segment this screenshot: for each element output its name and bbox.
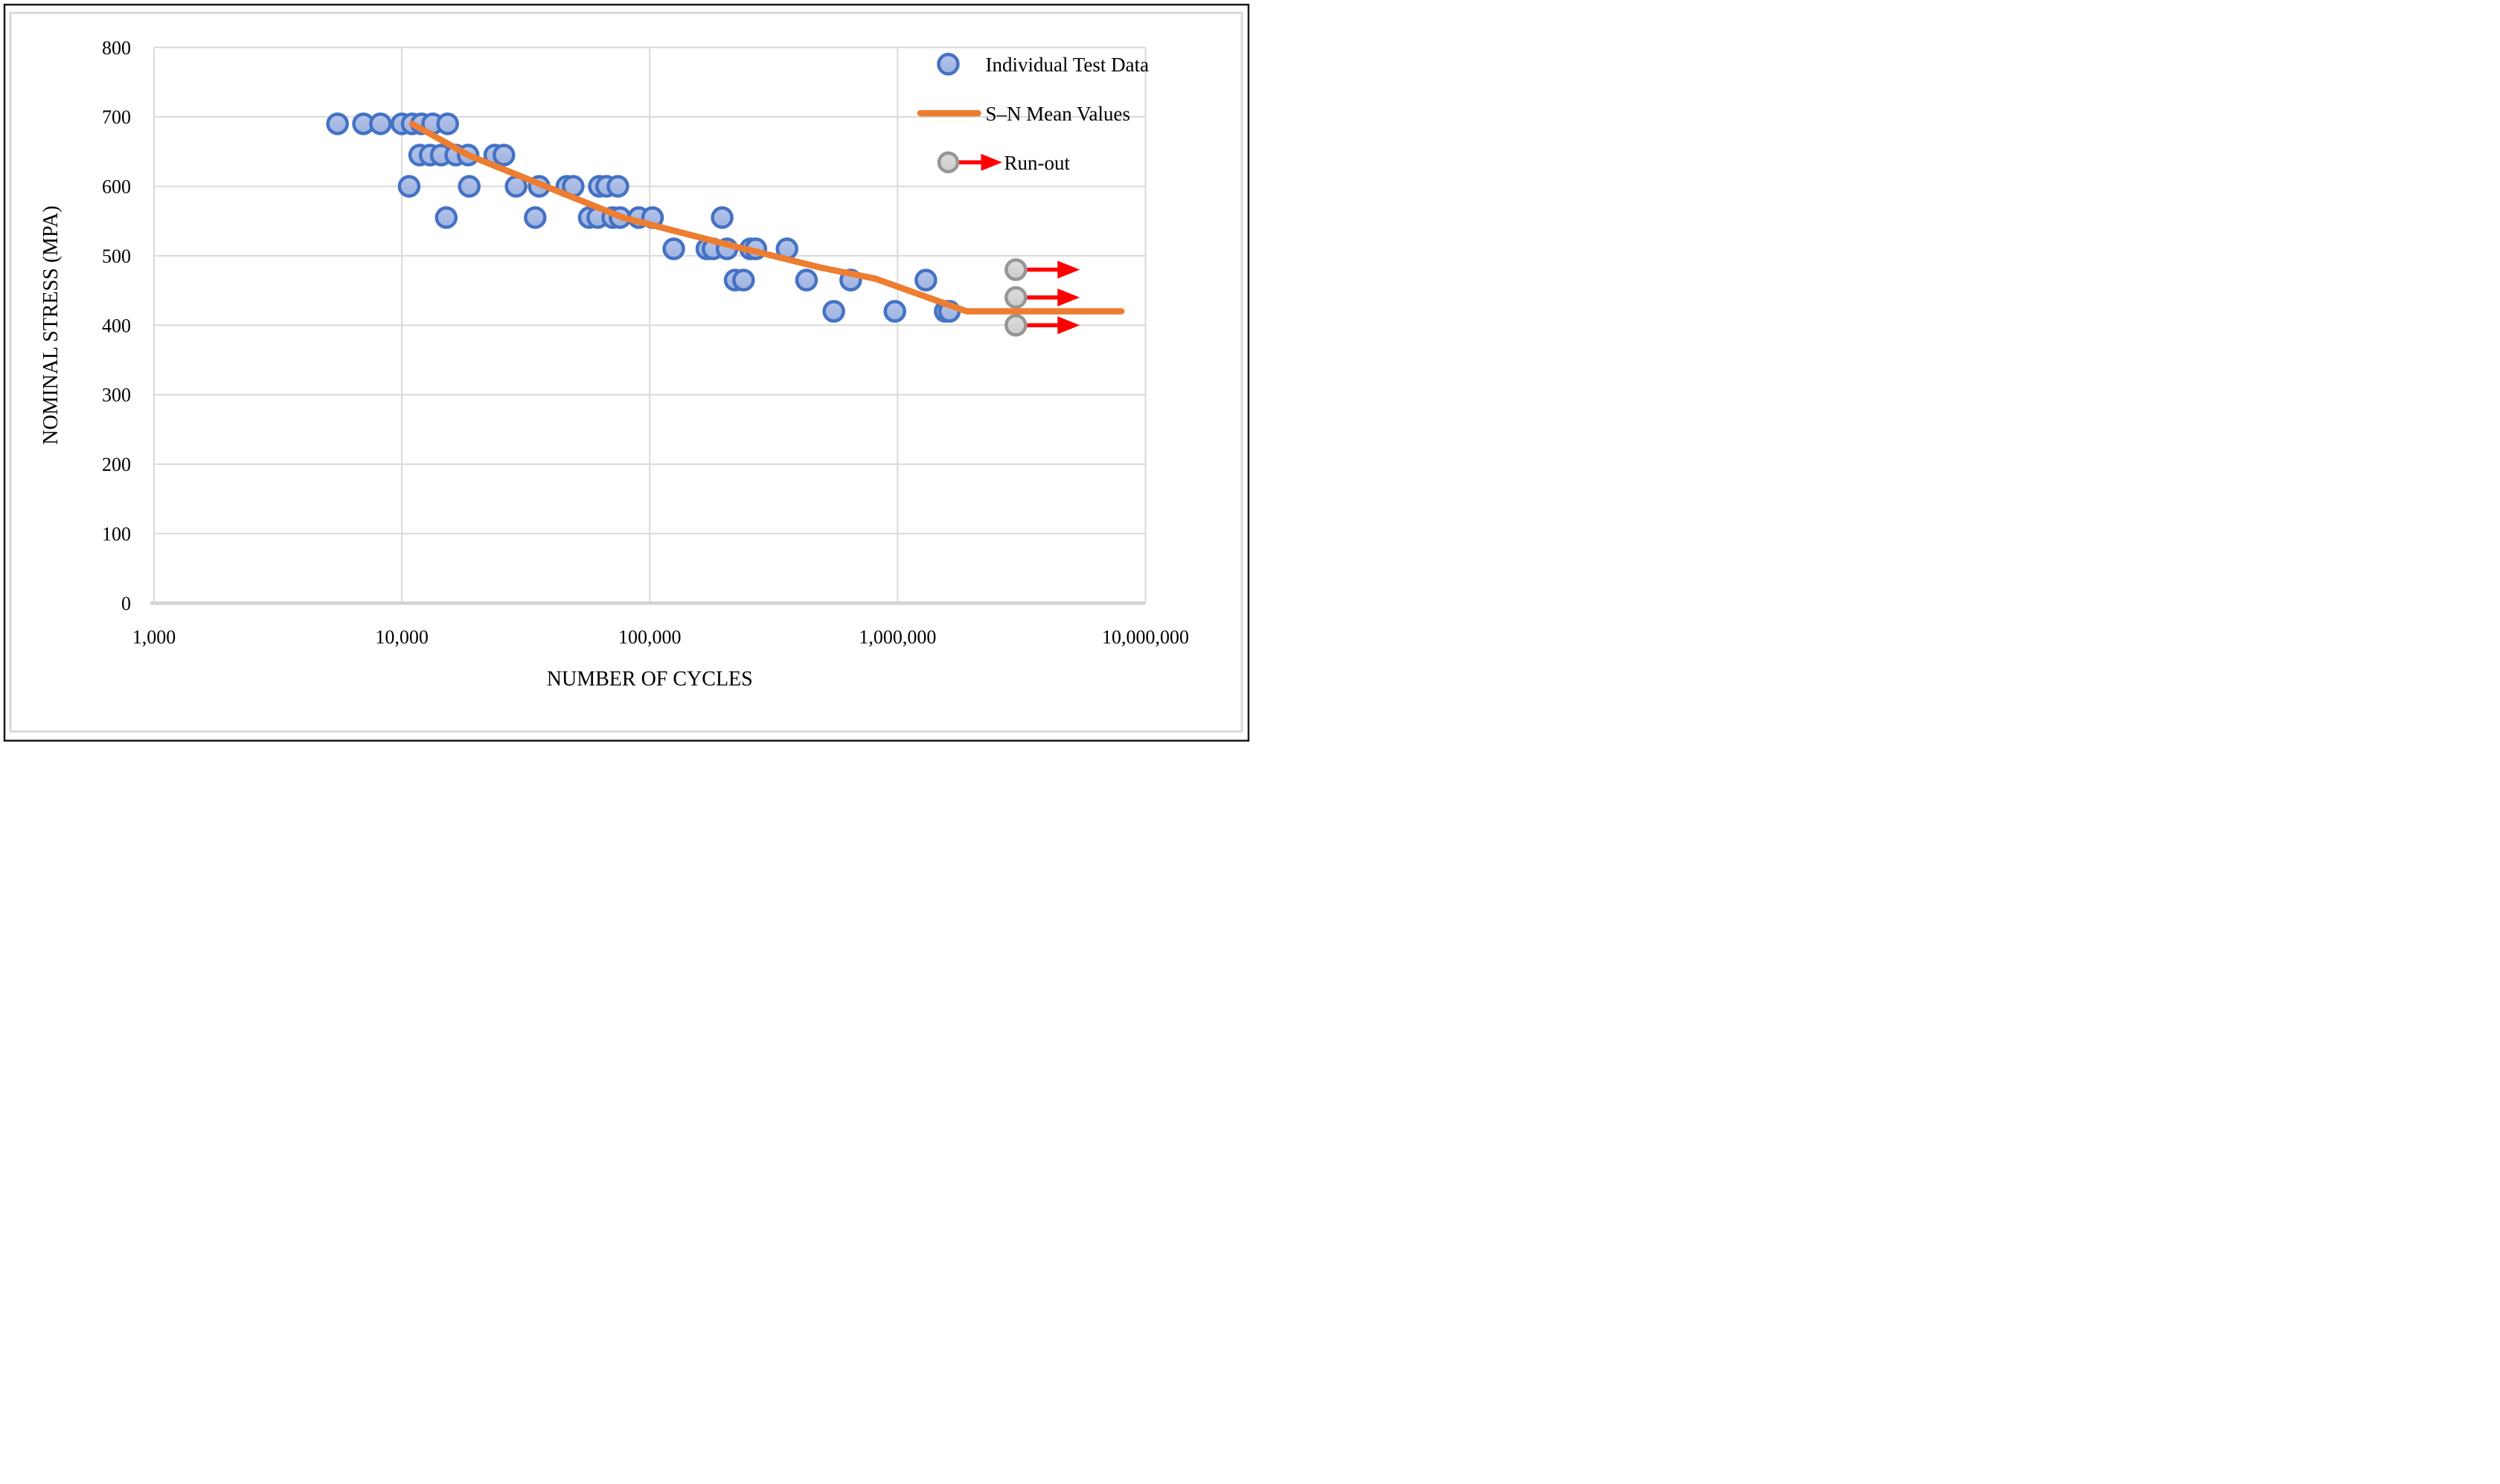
run-out-arrow-head xyxy=(1057,260,1080,279)
run-out-point xyxy=(1004,286,1028,309)
chart-frame-border xyxy=(9,11,1243,733)
y-tick-label: 500 xyxy=(102,245,131,267)
legend: Individual Test Data S–N Mean Values Run-o… xyxy=(917,53,1150,174)
x-tick-label: 1,000 xyxy=(132,626,176,648)
legend-test-data-icon xyxy=(937,53,960,76)
gridlines xyxy=(150,46,1147,605)
run-out-point xyxy=(1004,314,1028,337)
x-tick-label: 100,000 xyxy=(618,626,682,648)
test-data-point xyxy=(524,206,547,229)
run-out-series xyxy=(1004,258,1080,337)
y-tick-label: 0 xyxy=(121,593,131,614)
test-data-point xyxy=(795,269,818,292)
legend-run-out-icon xyxy=(937,151,960,173)
run-out-arrow-head xyxy=(1057,316,1080,335)
legend-run-out-label: Run-out xyxy=(1004,152,1071,174)
test-data-point xyxy=(914,269,938,292)
legend-mean-values-label: S–N Mean Values xyxy=(986,103,1130,125)
test-data-point xyxy=(606,175,629,198)
y-axis-title: NOMINAL STRESS (MPA) xyxy=(39,205,62,445)
y-tick-label: 600 xyxy=(102,176,131,198)
test-data-point xyxy=(822,300,845,323)
y-tick-label: 200 xyxy=(102,454,131,475)
y-tick-label: 800 xyxy=(102,37,131,59)
run-out-point xyxy=(1004,258,1028,281)
x-tick-label: 10,000 xyxy=(375,626,429,648)
figure-outer-border xyxy=(3,4,1250,742)
x-tick-label: 10,000,000 xyxy=(1102,626,1189,648)
axis-tick-labels: 0 100 200 300 400 500 600 700 800 1,000 10,000 100,… xyxy=(102,37,1189,648)
test-data-point xyxy=(326,112,349,135)
run-out-arrow-head xyxy=(1057,288,1080,306)
test-data-point xyxy=(493,144,516,167)
test-data-point xyxy=(732,269,755,292)
test-data-point xyxy=(883,300,906,323)
y-tick-label: 700 xyxy=(102,106,131,128)
y-tick-label: 100 xyxy=(102,523,131,545)
legend-test-data-label: Individual Test Data xyxy=(986,54,1150,76)
test-data-point xyxy=(458,175,481,198)
test-data-point xyxy=(369,112,392,135)
legend-run-out-arrow-head xyxy=(981,153,1002,171)
y-tick-label: 300 xyxy=(102,385,131,406)
individual-test-data-series xyxy=(326,112,961,323)
x-tick-label: 1,000,000 xyxy=(859,626,936,648)
test-data-point xyxy=(435,206,458,229)
test-data-point xyxy=(662,237,685,260)
test-data-point xyxy=(436,112,459,135)
y-tick-label: 400 xyxy=(102,315,131,336)
sn-chart-canvas: 0 100 200 300 400 500 600 700 800 1,000 10,000 100,… xyxy=(1,1,1251,744)
page: 0 100 200 300 400 500 600 700 800 1,000 10,000 100,… xyxy=(0,0,1253,745)
sn-mean-line xyxy=(408,121,1125,315)
sn-fatigue-chart-figure: 0 100 200 300 400 500 600 700 800 1,000 10,000 100,… xyxy=(1,1,1251,744)
test-data-point xyxy=(711,206,734,229)
x-axis-title: NUMBER OF CYCLES xyxy=(547,667,753,690)
figure-background xyxy=(1,1,1251,744)
test-data-point xyxy=(397,175,421,198)
